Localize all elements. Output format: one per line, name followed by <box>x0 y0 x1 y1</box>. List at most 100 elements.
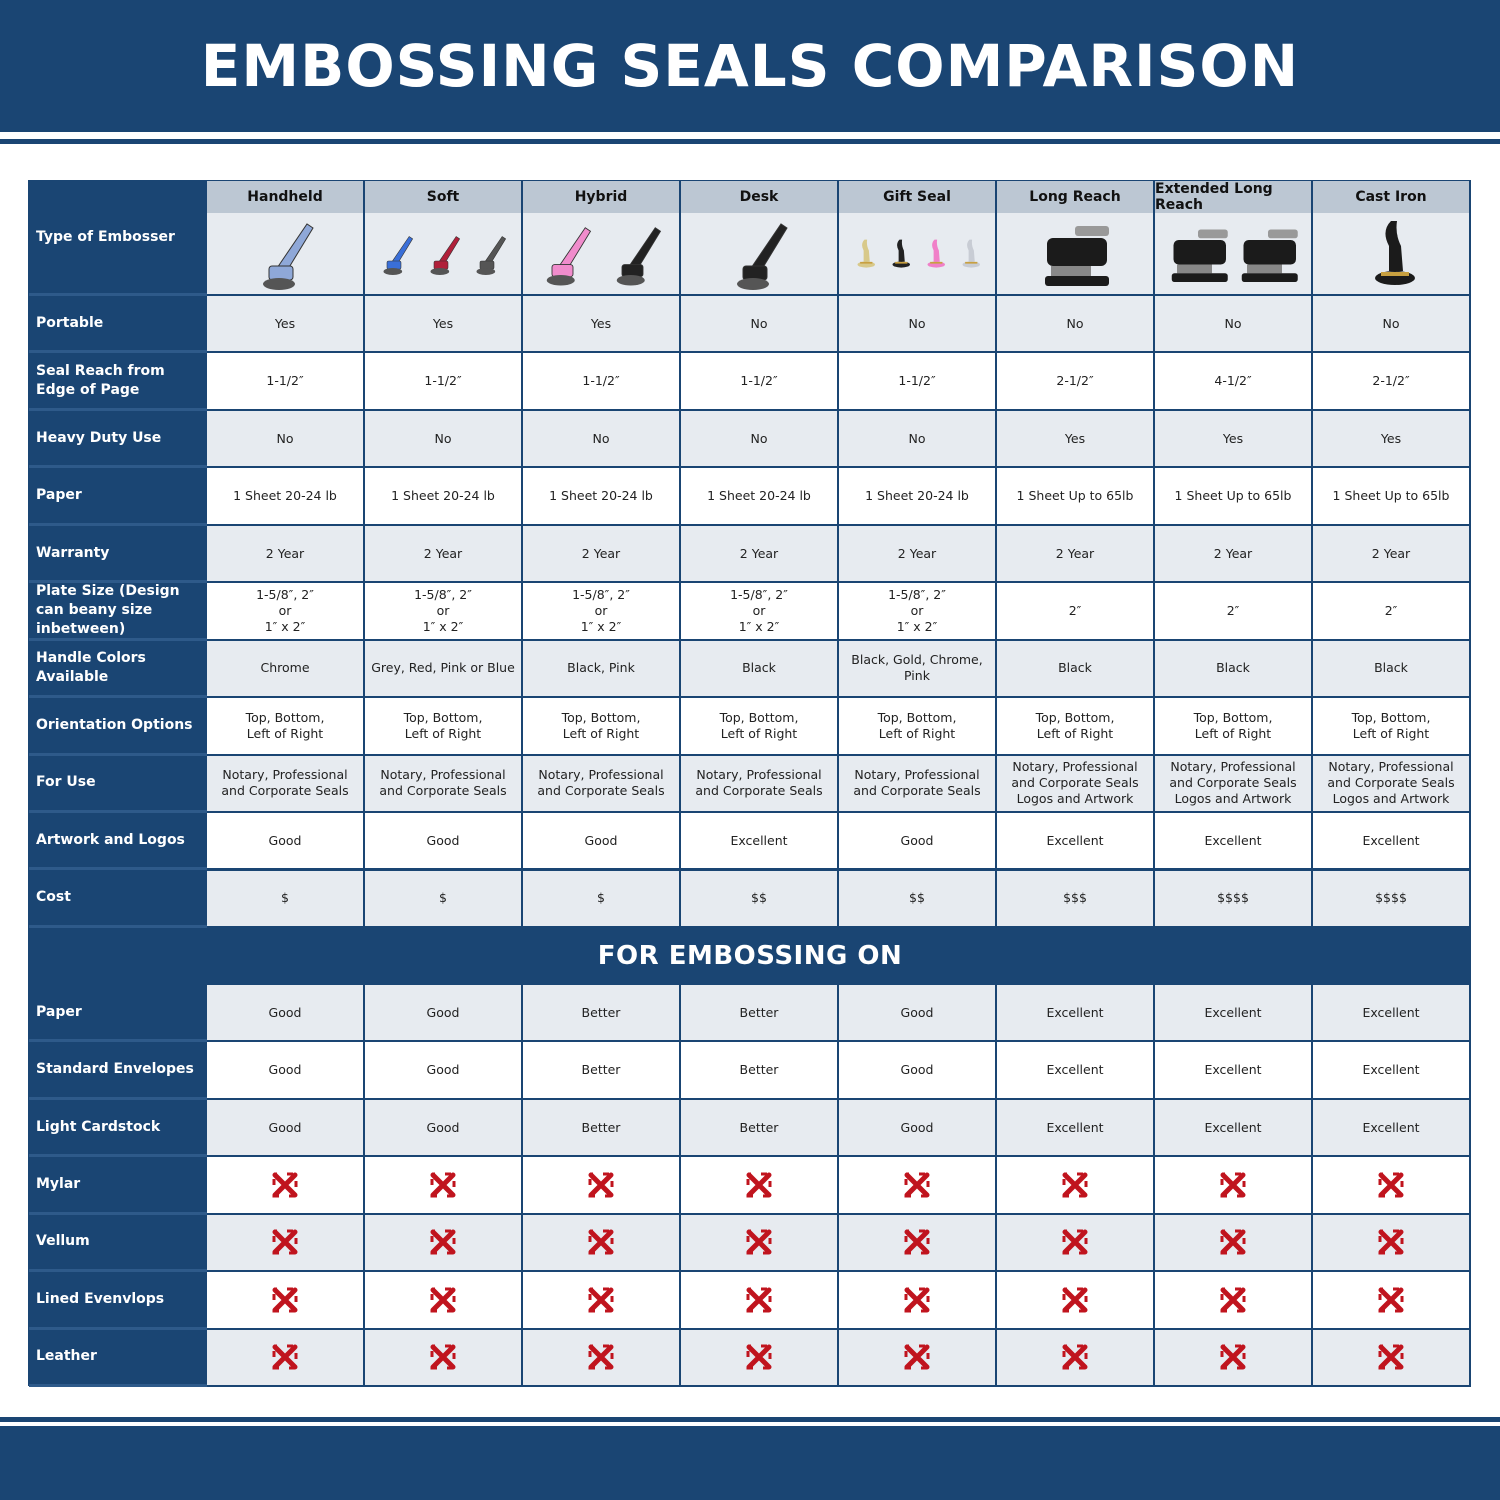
table-cell: 1-5/8″, 2″ or 1″ x 2″ <box>365 583 523 641</box>
comparison-table: Type of Embosser Handheld Soft Hybrid Desk Gi… <box>28 180 1471 1388</box>
table-cell: 4-1/2″ <box>1155 353 1313 411</box>
column-header-desk: Desk <box>681 181 837 213</box>
table-cell: 1-5/8″, 2″ or 1″ x 2″ <box>839 583 997 641</box>
row-label: Heavy Duty Use <box>29 410 207 469</box>
table-cell: Excellent <box>1155 813 1313 871</box>
table-cell: Yes <box>1155 410 1313 469</box>
table-cell: Notary, Professional and Corporate Seals <box>839 755 997 814</box>
row-label: Mylar <box>29 1157 207 1215</box>
column-header-hybrid: Hybrid <box>523 181 679 213</box>
not-supported-x-icon <box>207 1214 365 1273</box>
table-cell: Notary, Professional and Corporate Seals… <box>1313 755 1471 814</box>
not-supported-x-icon <box>997 1157 1155 1215</box>
row-label: For Use <box>29 755 207 814</box>
table-cell: No <box>523 410 681 469</box>
table-cell: Good <box>365 1099 523 1158</box>
embosser-image <box>207 213 363 294</box>
table-cell: 1 Sheet 20-24 lb <box>523 468 681 526</box>
page-footer <box>0 1426 1500 1500</box>
table-cell: 1 Sheet Up to 65lb <box>997 468 1155 526</box>
embosser-icon <box>546 226 592 285</box>
table-cell: Black, Gold, Chrome, Pink <box>839 640 997 699</box>
table-cell: Notary, Professional and Corporate Seals <box>523 755 681 814</box>
table-cell: Yes <box>207 296 365 354</box>
not-supported-x-icon <box>681 1214 839 1273</box>
table-cell: 1-5/8″, 2″ or 1″ x 2″ <box>523 583 681 641</box>
table-cell: 1 Sheet 20-24 lb <box>681 468 839 526</box>
table-cell: Notary, Professional and Corporate Seals <box>365 755 523 814</box>
not-supported-x-icon <box>839 1214 997 1273</box>
embosser-image <box>681 213 837 294</box>
table-cell: Excellent <box>1155 1042 1313 1100</box>
embosser-icon <box>927 239 945 268</box>
table-cell: $$$$ <box>1155 870 1313 928</box>
table-cell: Yes <box>997 410 1155 469</box>
table-cell: 2 Year <box>681 525 839 584</box>
row-label: Paper <box>29 984 207 1043</box>
not-supported-x-icon <box>1313 1272 1471 1330</box>
embosser-icon <box>430 235 460 275</box>
table-cell: Excellent <box>1313 984 1471 1043</box>
table-cell: Good <box>839 984 997 1043</box>
table-cell: 1-1/2″ <box>839 353 997 411</box>
column-header-cast-iron: Cast Iron <box>1313 181 1469 213</box>
embosser-image <box>997 213 1153 294</box>
table-cell: 2 Year <box>997 525 1155 584</box>
page-header: EMBOSSING SEALS COMPARISON <box>0 0 1500 132</box>
embosser-image <box>839 213 995 294</box>
footer-divider <box>0 1417 1500 1422</box>
table-cell: 1-5/8″, 2″ or 1″ x 2″ <box>207 583 365 641</box>
row-label: Leather <box>29 1329 207 1388</box>
page-title: EMBOSSING SEALS COMPARISON <box>200 32 1300 100</box>
not-supported-x-icon <box>1155 1329 1313 1388</box>
table-cell: 1-5/8″, 2″ or 1″ x 2″ <box>681 583 839 641</box>
not-supported-x-icon <box>681 1329 839 1388</box>
table-cell: No <box>681 410 839 469</box>
section-title: FOR EMBOSSING ON <box>29 927 1471 985</box>
table-cell: 2 Year <box>365 525 523 584</box>
table-cell: Notary, Professional and Corporate Seals… <box>997 755 1155 814</box>
table-cell: Good <box>207 1099 365 1158</box>
table-cell: Black <box>1313 640 1471 699</box>
row-label: Portable <box>29 296 207 354</box>
embosser-icon <box>1375 220 1415 285</box>
table-cell: Notary, Professional and Corporate Seals <box>681 755 839 814</box>
not-supported-x-icon <box>1155 1214 1313 1273</box>
table-cell: Better <box>681 984 839 1043</box>
table-cell: 1-1/2″ <box>523 353 681 411</box>
not-supported-x-icon <box>997 1272 1155 1330</box>
table-cell: No <box>1313 296 1471 354</box>
table-cell: Yes <box>365 296 523 354</box>
table-cell: Excellent <box>1155 984 1313 1043</box>
row-label: Warranty <box>29 525 207 584</box>
row-label: Seal Reach from Edge of Page <box>29 353 207 411</box>
not-supported-x-icon <box>523 1329 681 1388</box>
table-cell: 1 Sheet Up to 65lb <box>1155 468 1313 526</box>
not-supported-x-icon <box>839 1157 997 1215</box>
column-header-extended-long-reach: Extended Long Reach <box>1155 181 1311 213</box>
header-divider <box>0 139 1500 144</box>
table-cell: Good <box>839 1099 997 1158</box>
table-cell: Better <box>681 1099 839 1158</box>
table-cell: 2 Year <box>207 525 365 584</box>
table-cell: Excellent <box>997 1042 1155 1100</box>
table-cell: Better <box>523 1099 681 1158</box>
table-cell: Good <box>839 1042 997 1100</box>
table-cell: No <box>207 410 365 469</box>
not-supported-x-icon <box>365 1329 523 1388</box>
embosser-image <box>1155 213 1311 294</box>
embosser-icon <box>892 239 910 268</box>
not-supported-x-icon <box>523 1214 681 1273</box>
table-cell: No <box>681 296 839 354</box>
table-cell: Good <box>207 1042 365 1100</box>
table-cell: No <box>365 410 523 469</box>
not-supported-x-icon <box>997 1329 1155 1388</box>
table-cell: Excellent <box>1313 813 1471 871</box>
table-cell: Good <box>839 813 997 871</box>
table-cell: Top, Bottom, Left of Right <box>997 698 1155 756</box>
table-cell: $$ <box>839 870 997 928</box>
table-cell: Good <box>365 1042 523 1100</box>
not-supported-x-icon <box>997 1214 1155 1273</box>
not-supported-x-icon <box>365 1214 523 1273</box>
row-label: Cost <box>29 870 207 928</box>
